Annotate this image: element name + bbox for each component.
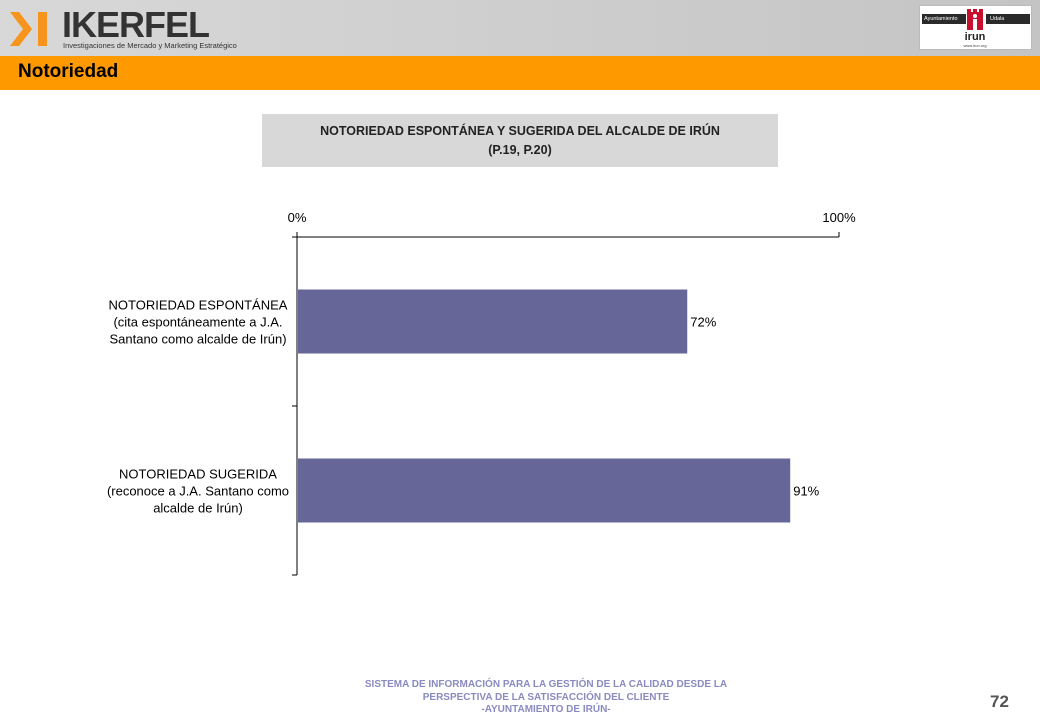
footer-line-2: PERSPECTIVA DE LA SATISFACCIÓN DEL CLIEN…	[422, 691, 670, 703]
x-tick-label: 0%	[288, 210, 307, 225]
chart-title-line-1: NOTORIEDAD ESPONTÁNEA Y SUGERIDA DEL ALC…	[320, 124, 720, 138]
category-label: NOTORIEDAD SUGERIDA (reconoce a J.A. Sant…	[107, 467, 289, 516]
ikerfel-tagline: Investigaciones de Mercado y Marketing E…	[63, 41, 237, 50]
irun-emblem-icon	[967, 9, 983, 30]
header-band	[0, 0, 1040, 56]
irun-logo: Ayuntamiento Udala irun www.irun.org	[919, 5, 1032, 50]
chart-title-line-2: (P.19, P.20)	[488, 143, 552, 157]
ikerfel-chevron-icon	[10, 12, 47, 46]
bar	[298, 289, 688, 354]
irun-logo-name: irun	[964, 31, 986, 43]
chart-title-box: NOTORIEDAD ESPONTÁNEA Y SUGERIDA DEL ALC…	[262, 114, 778, 167]
irun-logo-url: www.irun.org	[963, 43, 987, 48]
footer-line-1: SISTEMA DE INFORMACIÓN PARA LA GESTIÓN D…	[364, 679, 728, 690]
section-title: Notoriedad	[18, 61, 119, 82]
section-bar	[0, 56, 1040, 90]
bar-value-label: 72%	[690, 315, 716, 330]
category-label: NOTORIEDAD ESPONTÁNEA (cita espontáneamen…	[109, 298, 288, 347]
bar	[298, 458, 791, 523]
irun-logo-right-label: Udala	[986, 14, 1030, 24]
x-tick-label: 100%	[822, 210, 856, 225]
footer-text: SISTEMA DE INFORMACIÓN PARA LA GESTIÓN D…	[300, 679, 792, 717]
footer-line-3: -AYUNTAMIENTO DE IRÚN-	[481, 704, 611, 715]
irun-logo-left-label: Ayuntamiento	[922, 14, 966, 24]
bar-value-label: 91%	[793, 484, 819, 499]
page-number: 72	[990, 692, 1009, 711]
ikerfel-brand-name: IKERFEL	[62, 4, 210, 45]
ikerfel-logo: IKERFEL Investigaciones de Mercado y Mar…	[8, 4, 237, 52]
